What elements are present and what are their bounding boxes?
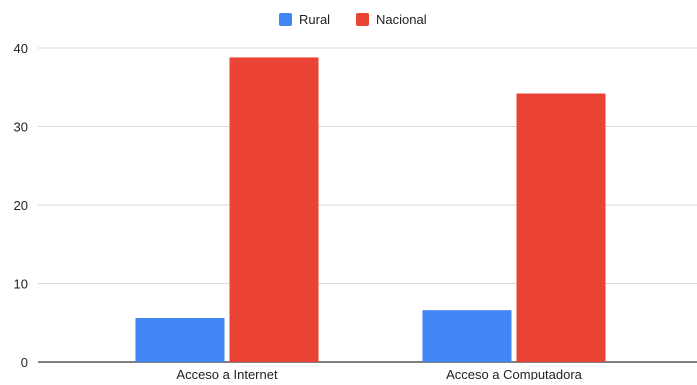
x-category-label: Acceso a Computadora: [446, 367, 583, 380]
x-category-label: Acceso a Internet: [176, 367, 278, 380]
bar-nacional-2: [516, 93, 606, 362]
y-tick-label: 10: [14, 277, 28, 292]
legend-swatch-nacional: [356, 13, 369, 26]
legend-label-rural: Rural: [299, 12, 330, 27]
legend-swatch-rural: [279, 13, 292, 26]
y-tick-label: 30: [14, 120, 28, 135]
legend-label-nacional: Nacional: [376, 12, 427, 27]
bars: [135, 57, 606, 363]
y-tick-label: 40: [14, 41, 28, 56]
legend: Rural Nacional: [279, 12, 427, 27]
bar-rural-2: [422, 310, 512, 362]
x-axis-labels: Acceso a Internet Acceso a Computadora: [176, 367, 583, 382]
bar-nacional-1: [229, 57, 319, 363]
y-tick-label: 0: [21, 355, 28, 370]
y-tick-label: 20: [14, 198, 28, 213]
y-axis-ticks: 0 10 20 30 40: [14, 41, 28, 370]
bar-rural-1: [135, 318, 225, 362]
